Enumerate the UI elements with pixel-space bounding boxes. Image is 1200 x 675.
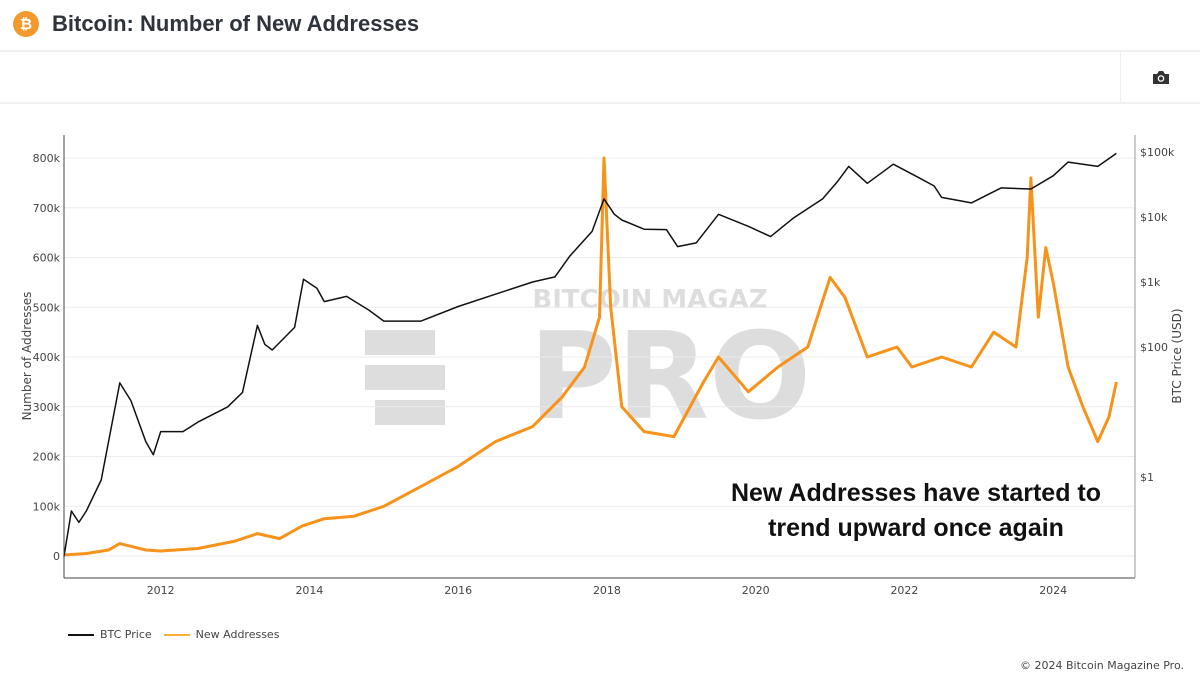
y-left-tick-label: 200k (33, 451, 61, 464)
watermark: BITCOIN MAGAZ PRO (365, 285, 811, 447)
legend-item-price[interactable]: BTC Price (100, 628, 152, 641)
y-right-tick-label: $100 (1140, 341, 1168, 354)
toolbar (0, 52, 1200, 104)
y-right-axis-title: BTC Price (USD) (1170, 308, 1184, 403)
y-left-tick-label: 700k (33, 202, 61, 215)
x-tick-label: 2022 (890, 584, 918, 597)
x-tick-label: 2018 (593, 584, 621, 597)
legend-item-addresses[interactable]: New Addresses (195, 628, 280, 641)
y-right-tick-label: $1k (1140, 276, 1161, 289)
y-left-axis-title: Number of Addresses (20, 292, 34, 421)
copyright: © 2024 Bitcoin Magazine Pro. (1020, 659, 1184, 672)
y-right-tick-label: $1 (1140, 471, 1154, 484)
svg-text:BITCOIN MAGAZ: BITCOIN MAGAZ (532, 285, 767, 315)
legend-swatch-addresses (163, 633, 190, 636)
camera-button[interactable] (1120, 52, 1200, 102)
series-btc-price-line (63, 152, 1117, 557)
y-left-tick-label: 300k (33, 401, 61, 414)
x-tick-label: 2024 (1039, 584, 1067, 597)
annotation-line-1: New Addresses have started to (730, 479, 1102, 507)
y-left-tick-label: 800k (33, 152, 61, 165)
y-right-tick-label: $100k (1140, 146, 1175, 159)
y-left-tick-label: 0 (53, 550, 60, 563)
y-left-tick-label: 500k (33, 301, 61, 314)
series-new-addresses-line (63, 156, 1118, 557)
annotation: New Addresses have started to trend upwa… (690, 476, 1142, 546)
legend-swatch-price (68, 633, 94, 636)
x-tick-label: 2014 (295, 584, 323, 597)
svg-text:PRO: PRO (529, 308, 811, 447)
legend: BTC Price New Addresses (68, 628, 279, 641)
annotation-line-2: trend upward once again (768, 514, 1064, 542)
header: ₿ Bitcoin: Number of New Addresses (0, 0, 1200, 52)
x-tick-label: 2012 (147, 584, 175, 597)
y-left-tick-label: 100k (33, 500, 61, 513)
x-tick-label: 2016 (444, 584, 472, 597)
bitcoin-icon: ₿ (13, 11, 39, 37)
x-tick-label: 2020 (742, 584, 770, 597)
camera-icon (1153, 70, 1169, 84)
y-left-tick-label: 600k (33, 252, 61, 265)
y-right-tick-label: $10k (1140, 211, 1168, 224)
y-left-tick-label: 400k (33, 351, 61, 364)
page-title: Bitcoin: Number of New Addresses (52, 11, 420, 36)
